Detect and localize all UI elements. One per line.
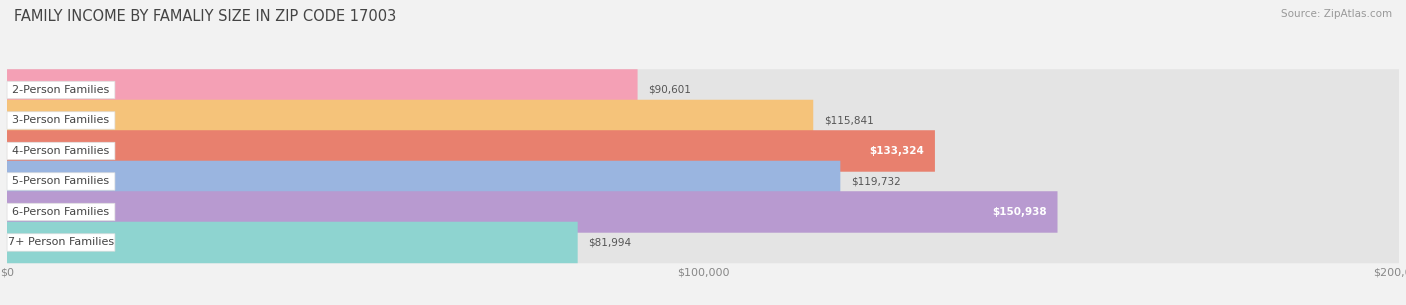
FancyBboxPatch shape bbox=[7, 191, 1399, 233]
Text: Source: ZipAtlas.com: Source: ZipAtlas.com bbox=[1281, 9, 1392, 19]
FancyBboxPatch shape bbox=[7, 161, 841, 202]
FancyBboxPatch shape bbox=[7, 69, 637, 111]
FancyBboxPatch shape bbox=[7, 100, 1399, 141]
Text: $150,938: $150,938 bbox=[993, 207, 1047, 217]
FancyBboxPatch shape bbox=[7, 81, 115, 99]
Text: 7+ Person Families: 7+ Person Families bbox=[8, 238, 114, 247]
Text: 6-Person Families: 6-Person Families bbox=[13, 207, 110, 217]
FancyBboxPatch shape bbox=[7, 130, 935, 172]
Text: 5-Person Families: 5-Person Families bbox=[13, 177, 110, 186]
Text: $119,732: $119,732 bbox=[851, 177, 900, 186]
FancyBboxPatch shape bbox=[7, 222, 1399, 263]
Text: FAMILY INCOME BY FAMALIY SIZE IN ZIP CODE 17003: FAMILY INCOME BY FAMALIY SIZE IN ZIP COD… bbox=[14, 9, 396, 24]
FancyBboxPatch shape bbox=[7, 234, 115, 251]
Text: $90,601: $90,601 bbox=[648, 85, 690, 95]
FancyBboxPatch shape bbox=[7, 130, 1399, 172]
Text: $133,324: $133,324 bbox=[869, 146, 925, 156]
Text: 4-Person Families: 4-Person Families bbox=[13, 146, 110, 156]
FancyBboxPatch shape bbox=[7, 100, 813, 141]
FancyBboxPatch shape bbox=[7, 173, 115, 190]
FancyBboxPatch shape bbox=[7, 203, 115, 221]
FancyBboxPatch shape bbox=[7, 112, 115, 129]
FancyBboxPatch shape bbox=[7, 142, 115, 160]
FancyBboxPatch shape bbox=[7, 161, 1399, 202]
Text: 3-Person Families: 3-Person Families bbox=[13, 116, 110, 125]
Text: $115,841: $115,841 bbox=[824, 116, 873, 125]
FancyBboxPatch shape bbox=[7, 191, 1057, 233]
Text: $81,994: $81,994 bbox=[588, 238, 631, 247]
Text: 2-Person Families: 2-Person Families bbox=[13, 85, 110, 95]
FancyBboxPatch shape bbox=[7, 222, 578, 263]
FancyBboxPatch shape bbox=[7, 69, 1399, 111]
